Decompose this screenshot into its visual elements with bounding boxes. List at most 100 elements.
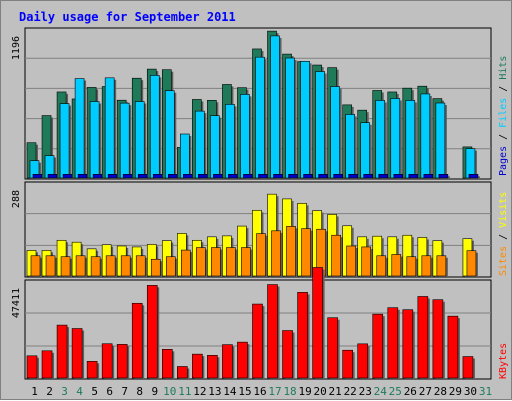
bar-pages-day20 — [318, 174, 328, 179]
bar-pages-day11 — [183, 174, 193, 179]
bar-sites-day21 — [331, 234, 341, 277]
bar-kbytes-day11 — [177, 366, 188, 379]
legend-entry-visits: Visits — [498, 192, 509, 228]
legend-separator: / — [498, 80, 509, 98]
day-label-20: 20 — [314, 385, 327, 398]
bar-files-day7 — [119, 102, 130, 179]
bar-pages-day9 — [152, 174, 163, 179]
bar-pages-day24 — [378, 174, 389, 179]
day-label-4: 4 — [76, 385, 83, 398]
day-label-15: 15 — [238, 385, 251, 398]
legend-middle: Sites / Visits — [498, 192, 509, 276]
bar-kbytes-day6 — [101, 343, 113, 379]
bar-kbytes-day25 — [387, 307, 399, 379]
bar-pages-day1 — [32, 174, 43, 179]
day-label-16: 16 — [253, 385, 266, 398]
bar-sites-day23 — [361, 246, 372, 277]
bar-kbytes-day24 — [372, 313, 384, 379]
bar-files-day11 — [180, 133, 190, 179]
day-label-19: 19 — [298, 385, 311, 398]
bar-sites-day12 — [196, 247, 206, 277]
day-label-12: 12 — [193, 385, 206, 398]
bar-kbytes-day14 — [222, 344, 233, 379]
day-label-10: 10 — [163, 385, 176, 398]
bar-sites-day27 — [421, 255, 432, 277]
bar-files-day3 — [59, 103, 70, 179]
day-label-29: 29 — [449, 385, 462, 398]
bar-pages-day25 — [393, 174, 404, 179]
bar-files-day24 — [375, 100, 386, 179]
day-label-30: 30 — [464, 385, 477, 398]
bar-files-day16 — [255, 56, 265, 179]
bar-pages-day19 — [303, 174, 313, 179]
bar-pages-day17 — [273, 174, 283, 179]
bar-kbytes-day30 — [462, 356, 474, 379]
bar-files-day18 — [285, 57, 295, 179]
day-label-26: 26 — [404, 385, 417, 398]
bar-files-day23 — [360, 122, 371, 179]
legend-top: Pages / Files / Hits — [498, 56, 509, 176]
bar-pages-day16 — [258, 174, 268, 179]
legend-entry-kbytes: KBytes — [498, 343, 509, 379]
bar-files-day30 — [465, 148, 476, 179]
bar-kbytes-day16 — [252, 303, 263, 379]
bar-kbytes-day5 — [86, 361, 98, 379]
bar-kbytes-day21 — [327, 317, 338, 379]
bar-sites-day18 — [286, 226, 296, 277]
legend-separator: / — [498, 228, 509, 246]
day-label-14: 14 — [223, 385, 237, 398]
bar-pages-day6 — [107, 174, 118, 179]
bar-kbytes-day2 — [41, 350, 53, 379]
bar-pages-day5 — [92, 174, 103, 179]
day-label-25: 25 — [389, 385, 402, 398]
max-label-bottom: 47411 — [11, 288, 22, 318]
bar-pages-day3 — [62, 174, 73, 179]
legend-entry-sites: Sites — [498, 246, 509, 276]
bar-pages-day30 — [468, 174, 479, 179]
day-label-2: 2 — [46, 385, 53, 398]
bar-files-day20 — [315, 71, 325, 179]
legend-entry-pages: Pages — [498, 146, 509, 176]
day-label-31: 31 — [479, 385, 492, 398]
bar-files-day26 — [405, 100, 416, 179]
bar-sites-day6 — [105, 255, 116, 277]
bar-files-day4 — [74, 78, 85, 179]
day-label-27: 27 — [419, 385, 432, 398]
bar-files-day13 — [210, 115, 220, 179]
bar-sites-day26 — [406, 256, 417, 277]
bar-kbytes-day20 — [312, 267, 323, 379]
bar-sites-day25 — [391, 254, 402, 277]
bar-kbytes-day13 — [207, 355, 218, 379]
bar-sites-day7 — [120, 255, 131, 277]
day-label-7: 7 — [121, 385, 128, 398]
bar-pages-day2 — [47, 174, 58, 179]
bar-files-day10 — [164, 90, 175, 179]
bar-sites-day15 — [241, 247, 251, 277]
bar-kbytes-day7 — [116, 344, 128, 379]
bar-kbytes-day28 — [432, 299, 444, 379]
day-label-13: 13 — [208, 385, 221, 398]
bar-pages-day13 — [213, 174, 223, 179]
bar-files-day14 — [225, 104, 235, 179]
bar-kbytes-day12 — [192, 353, 203, 379]
day-label-6: 6 — [106, 385, 113, 398]
legend-bottom: KBytes — [498, 343, 509, 379]
bar-pages-day8 — [137, 174, 148, 179]
bar-files-day19 — [300, 61, 310, 179]
bar-files-day25 — [390, 98, 401, 179]
legend-entry-hits: Hits — [498, 56, 509, 80]
day-label-23: 23 — [359, 385, 372, 398]
bar-sites-day11 — [181, 249, 191, 277]
bar-sites-day19 — [301, 228, 311, 277]
bar-kbytes-day29 — [447, 315, 459, 379]
max-label-top: 1196 — [11, 36, 22, 60]
legend-entry-files: Files — [498, 98, 509, 128]
bar-kbytes-day1 — [26, 355, 38, 379]
bar-sites-day22 — [346, 245, 356, 277]
day-label-24: 24 — [374, 385, 388, 398]
bar-kbytes-day18 — [282, 330, 293, 379]
bar-pages-day14 — [228, 174, 238, 179]
bar-sites-day8 — [135, 255, 146, 277]
bar-sites-day3 — [60, 256, 71, 277]
